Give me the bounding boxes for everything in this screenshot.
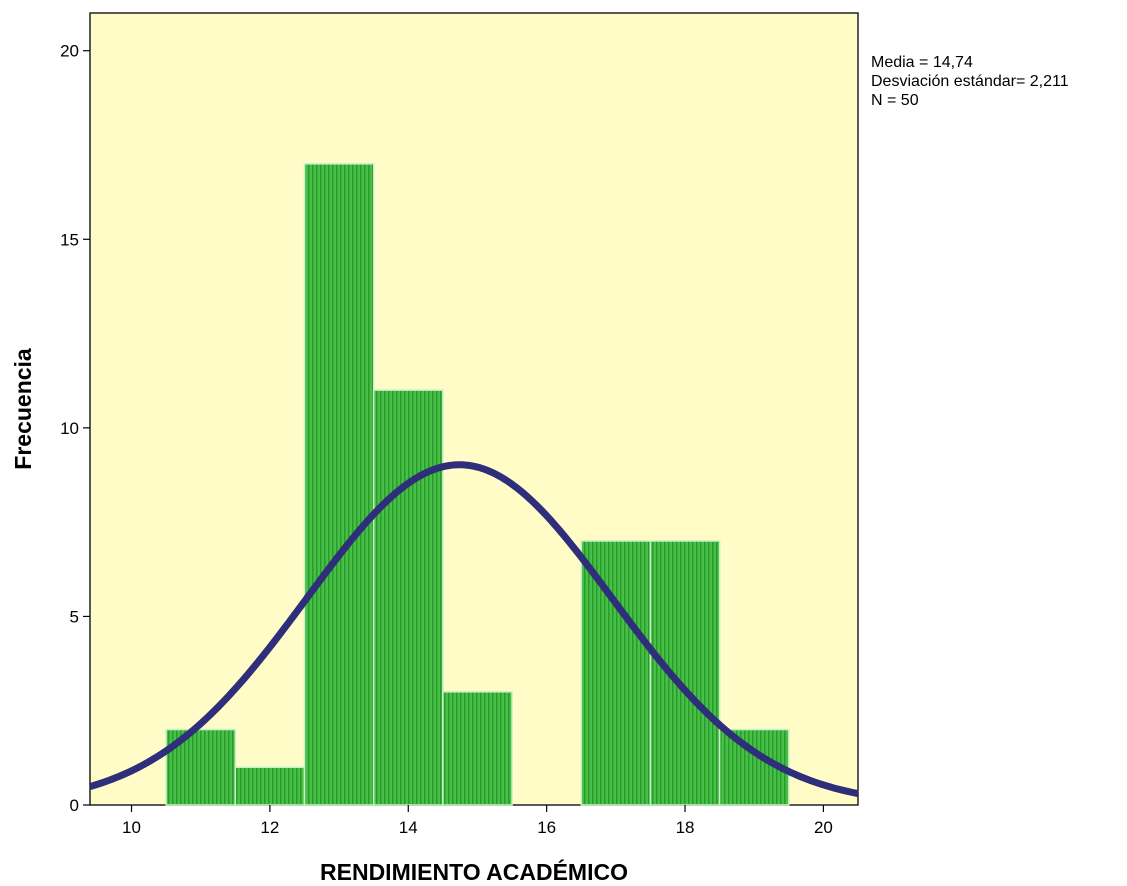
y-tick-label-0: 0 <box>70 796 79 815</box>
stats-n: N = 50 <box>871 92 919 109</box>
x-tick-label-18: 18 <box>676 818 695 837</box>
histogram-bar-2 <box>234 766 306 806</box>
x-tick-label-10: 10 <box>122 818 141 837</box>
histogram-bar-3 <box>303 163 375 806</box>
x-tick-label-12: 12 <box>260 818 279 837</box>
histogram-bar-7 <box>580 540 652 806</box>
y-tick-label-20: 20 <box>60 42 79 61</box>
x-axis-ticks: 10 12 14 16 18 20 <box>122 805 833 837</box>
stats-block: Media = 14,74 Desviación estándar= 2,211… <box>871 54 1069 109</box>
y-tick-label-10: 10 <box>60 419 79 438</box>
x-tick-label-20: 20 <box>814 818 833 837</box>
histogram-bar-8 <box>649 540 721 806</box>
normal-curve <box>89 461 859 798</box>
y-axis-title: Frecuencia <box>10 348 36 470</box>
histogram-bar-5 <box>442 691 513 806</box>
x-tick-label-14: 14 <box>399 818 418 837</box>
plot-area <box>89 12 859 806</box>
x-tick-label-16: 16 <box>537 818 556 837</box>
y-tick-label-5: 5 <box>70 607 79 626</box>
y-axis-ticks: 0 5 10 15 20 <box>60 42 90 815</box>
y-tick-label-15: 15 <box>60 230 79 249</box>
bars-layer <box>165 163 790 806</box>
histogram-bar-4 <box>372 389 444 806</box>
stats-std: Desviación estándar= 2,211 <box>871 73 1069 90</box>
x-axis-title: RENDIMIENTO ACADÉMICO <box>320 858 628 885</box>
stats-mean: Media = 14,74 <box>871 54 973 71</box>
